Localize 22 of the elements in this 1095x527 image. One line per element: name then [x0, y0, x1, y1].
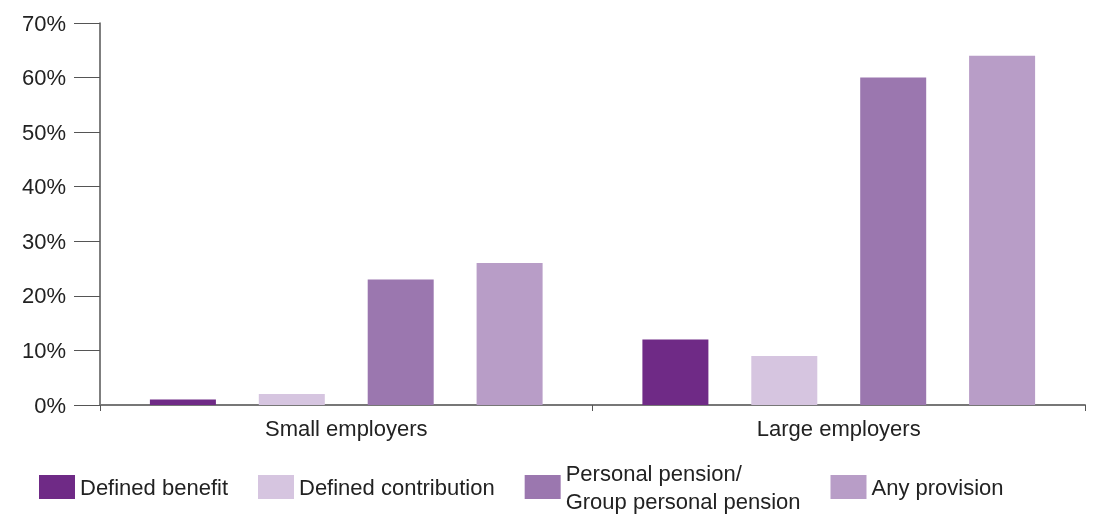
x-tick-label: Large employers: [756, 415, 921, 441]
x-tick-label: Small employers: [264, 415, 428, 441]
bar: [149, 399, 216, 405]
y-tick-label: 60%: [21, 65, 66, 91]
y-tick-label: 70%: [21, 10, 66, 36]
bar: [860, 77, 927, 405]
bar: [969, 55, 1036, 405]
y-tick-label: 0%: [34, 392, 66, 418]
y-tick-label: 40%: [21, 174, 66, 200]
bar: [258, 394, 325, 405]
legend-label: Defined contribution: [299, 474, 495, 500]
legend-label: Defined benefit: [80, 474, 228, 500]
legend-label: Any provision: [871, 474, 1004, 500]
y-tick-label: 10%: [21, 337, 66, 363]
bar: [642, 339, 709, 405]
y-tick-label: 50%: [21, 119, 66, 145]
legend-label: Personal pension/ Group personal pension: [565, 460, 801, 514]
y-tick-label: 30%: [21, 228, 66, 254]
bar: [751, 355, 818, 405]
bar: [367, 279, 434, 405]
bar: [476, 263, 543, 405]
y-tick-label: 20%: [21, 283, 66, 309]
